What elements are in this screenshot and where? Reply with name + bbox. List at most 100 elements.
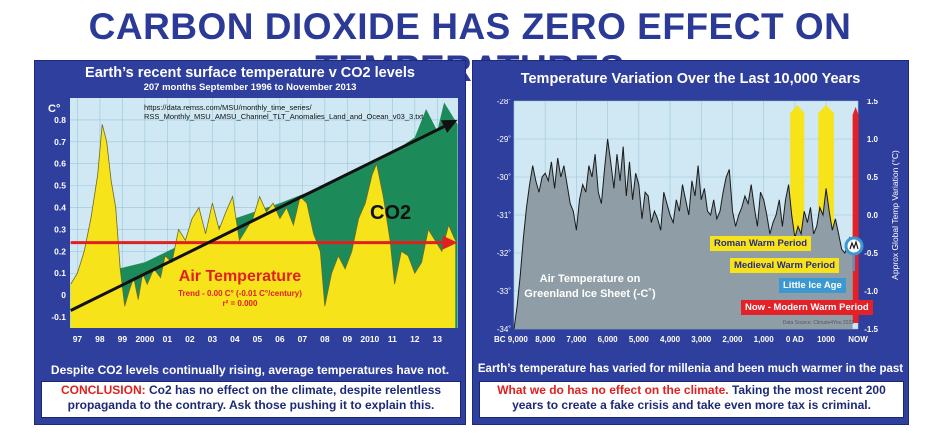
left-x-tick-label: 13	[433, 334, 443, 344]
roman-warm-period-label: Roman Warm Period	[710, 236, 812, 251]
greenland-label-line-1: Air Temperature on	[540, 273, 641, 285]
source-url-line-1: https://data.remss.com/MSU/monthly_time_…	[144, 103, 312, 112]
left-x-tick-label: 03	[208, 334, 218, 344]
co2-trend-line	[70, 125, 445, 312]
modern-warm-period-label: Now - Modern Warm Period	[741, 300, 873, 315]
right-left-y-tick-label: -32˚	[497, 249, 512, 258]
greenland-temperature-line	[513, 138, 853, 330]
right-left-y-tick-label: -31˚	[497, 211, 512, 220]
left-x-tick-label: 05	[253, 334, 263, 344]
data-credit: Data Source: Climate4You 2023	[783, 320, 854, 326]
r-squared-annotation: r² = 0.000	[223, 299, 258, 308]
greenland-label-line-2: Greenland Ice Sheet (-C˚)	[524, 288, 656, 300]
period-bar	[852, 115, 859, 323]
left-x-tick-label: 01	[163, 334, 173, 344]
right-left-y-tick-label: -34˚	[497, 325, 512, 334]
temperature-trend-arrowhead	[442, 235, 458, 250]
right-y-axis-label: Approx Global Temp Variation (°C)	[890, 150, 900, 280]
left-x-tick-label: 07	[298, 334, 308, 344]
right-chart-plot: -28˚ -29˚ -30˚ -31˚ -32˚ -33˚ -34˚ 1.5 1.0 0.5 0.0…	[478, 99, 905, 361]
left-x-tick-label: 02	[185, 334, 195, 344]
right-x-tick-label: 8,000	[535, 335, 556, 344]
conclusion-text: Co2 has no effect on the climate, despit…	[67, 383, 442, 412]
right-right-y-tick-label: 0.0	[867, 211, 879, 220]
left-y-tick-label: 0.6	[54, 159, 66, 169]
left-y-tick-label: 0	[61, 290, 66, 300]
modern-warm-period-prefix: Now	[745, 302, 766, 313]
left-y-tick-label: 0.8	[54, 115, 66, 125]
little-ice-age-label: Little Ice Age	[779, 278, 846, 293]
right-x-tick-label: 0 AD	[786, 335, 804, 344]
right-right-y-tick-label: 0.5	[867, 173, 879, 182]
left-y-tick-label: 0.7	[54, 137, 66, 147]
right-x-tick-label: 1000	[817, 335, 835, 344]
left-x-tick-label: 99	[118, 334, 128, 344]
statement-red: What we do has no effect on the climate.	[497, 383, 729, 397]
left-chart-title: Earth’s recent surface temperature v CO2…	[85, 65, 415, 81]
right-chart-panel: Temperature Variation Over the Last 10,0…	[472, 60, 909, 425]
right-left-y-tick-label: -30˚	[497, 173, 512, 182]
source-url-line-2: RSS_Monthly_MSU_AMSU_Channel_TLT_Anomali…	[144, 112, 424, 121]
left-x-tick-label: 11	[388, 334, 397, 344]
period-bar-tip	[790, 105, 805, 113]
right-right-y-tick-label: -1.5	[864, 325, 878, 334]
right-axis-ticks: -28˚ -29˚ -30˚ -31˚ -32˚ -33˚ -34˚ 1.5 1.0 0.5 0.0…	[494, 99, 879, 344]
air-temperature-label: Air Temperature	[179, 268, 302, 285]
left-y-tick-label: 0.5	[54, 181, 66, 191]
left-axis-ticks: -0.1 0 0.1 0.2 0.3 0.4 0.5 0.6 0.7 0.8 97 98 99 2000 0…	[51, 115, 442, 344]
right-right-y-tick-label: -1.0	[864, 287, 878, 296]
greenland-temperature-area	[514, 139, 853, 329]
right-left-y-tick-label: -28˚	[497, 99, 512, 106]
left-chart-plot: -0.1 0 0.1 0.2 0.3 0.4 0.5 0.6 0.7 0.8 97 98 99 2000 0…	[40, 96, 462, 356]
right-x-tick-label: 1,000	[754, 335, 775, 344]
right-x-tick-label: NOW	[848, 335, 868, 344]
left-y-tick-label: 0.2	[54, 246, 66, 256]
right-x-tick-label: 4,000	[660, 335, 681, 344]
left-x-tick-label: 2000	[135, 334, 154, 344]
left-x-tick-label: 04	[230, 334, 240, 344]
left-y-tick-label: 0.1	[54, 268, 66, 278]
right-x-tick-label: BC 9,000	[494, 335, 528, 344]
conclusion-box: CONCLUSION: Co2 has no effect on the cli…	[41, 381, 461, 418]
left-caption: Despite CO2 levels continually rising, a…	[50, 363, 450, 377]
left-y-tick-label: 0.3	[54, 224, 66, 234]
left-x-tick-label: 97	[73, 334, 83, 344]
left-x-tick-label: 08	[320, 334, 330, 344]
air-temperature-line	[70, 124, 456, 307]
right-right-y-tick-label: 1.0	[867, 135, 879, 144]
conclusion-label: CONCLUSION:	[60, 383, 146, 397]
right-x-tick-label: 7,000	[566, 335, 587, 344]
left-y-axis-label: C°	[48, 103, 60, 115]
right-caption: Earth’s temperature has varied for mille…	[477, 363, 904, 375]
co2-label: CO2	[370, 202, 411, 224]
period-bar	[790, 113, 805, 237]
right-x-tick-label: 5,000	[629, 335, 650, 344]
right-x-tick-label: 2,000	[722, 335, 743, 344]
right-left-y-tick-label: -29˚	[497, 135, 512, 144]
right-right-y-tick-label: -0.5	[864, 249, 878, 258]
left-x-tick-label: 2010	[360, 334, 379, 344]
right-chart-svg: -28˚ -29˚ -30˚ -31˚ -32˚ -33˚ -34˚ 1.5 1.0 0.5 0.0…	[494, 99, 900, 344]
modern-warm-period-name: Modern Warm Period	[773, 302, 869, 313]
right-x-tick-label: 6,000	[598, 335, 619, 344]
right-chart-title: Temperature Variation Over the Last 10,0…	[520, 71, 861, 87]
right-x-tick-label: 3,000	[691, 335, 712, 344]
left-chart-svg: -0.1 0 0.1 0.2 0.3 0.4 0.5 0.6 0.7 0.8 97 98 99 2000 0…	[48, 98, 458, 344]
co2-trend-arrowhead	[441, 119, 458, 133]
left-x-tick-label: 06	[275, 334, 285, 344]
air-temperature-area	[70, 124, 456, 328]
left-y-tick-label: 0.4	[54, 203, 66, 213]
statement-box: What we do has no effect on the climate.…	[479, 381, 904, 418]
right-left-y-tick-label: -33˚	[497, 287, 512, 296]
left-x-tick-label: 09	[343, 334, 353, 344]
little-ice-age-marker-graph	[849, 239, 859, 250]
left-x-tick-label: 12	[410, 334, 420, 344]
statement-rest: Taking the most recent 200 years to crea…	[512, 383, 886, 412]
left-chart-panel: Earth’s recent surface temperature v CO2…	[34, 60, 466, 425]
period-bar-tip	[852, 107, 859, 115]
trend-annotation: Trend - 0.00 C° (-0.01 C°/century)	[178, 289, 302, 298]
period-bar-tip	[818, 105, 834, 113]
little-ice-age-marker	[844, 236, 864, 256]
left-chart-subtitle: 207 months September 1996 to November 20…	[143, 82, 357, 93]
medieval-warm-period-label: Medieval Warm Period	[730, 258, 840, 273]
